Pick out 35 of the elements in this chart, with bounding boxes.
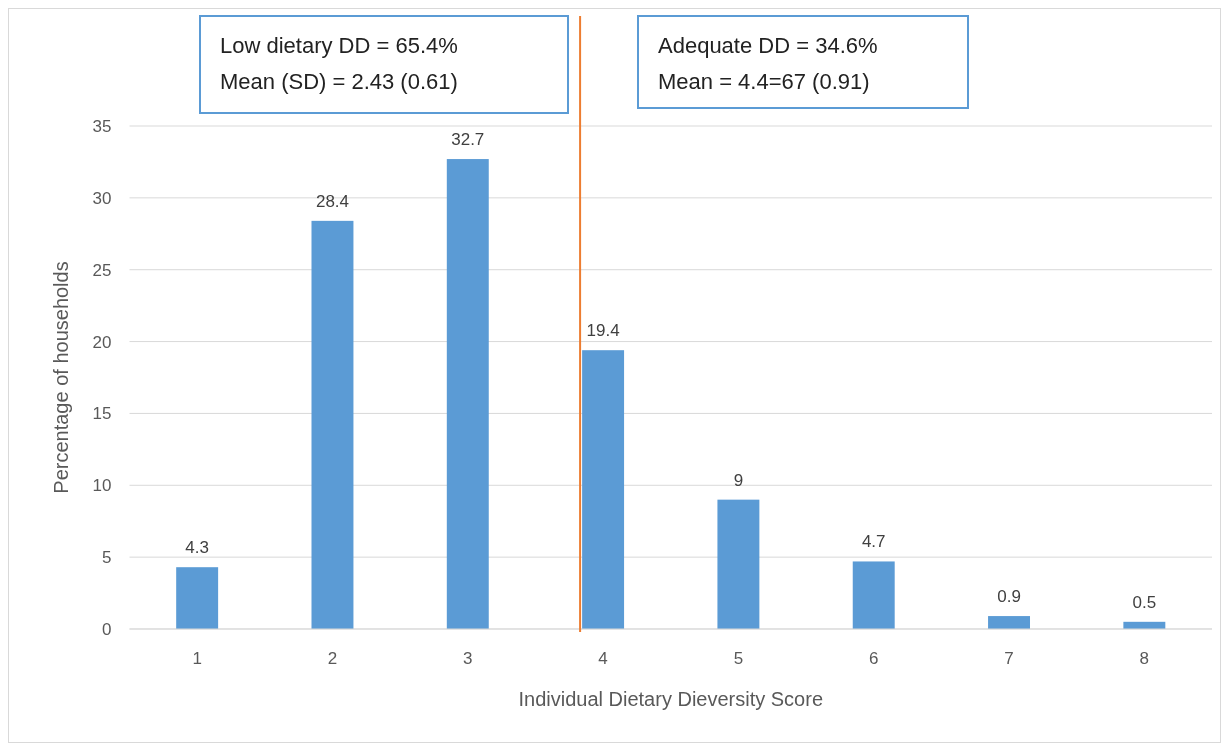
x-tick-label: 4 — [598, 649, 608, 668]
text: Adequate DD = 34.6% Mean = 4.4=67 (0.91) — [658, 33, 878, 94]
x-tick-label: 1 — [192, 649, 202, 668]
y-tick-label: 20 — [92, 332, 112, 352]
data-label: 19.4 — [586, 321, 620, 341]
bar — [852, 561, 895, 629]
x-tick-label: 8 — [1139, 649, 1150, 668]
y-tick-label: 15 — [92, 404, 112, 424]
x-tick-label: 5 — [733, 649, 744, 668]
data-label: 0.9 — [997, 587, 1021, 607]
y-tick-label: 25 — [92, 260, 112, 280]
y-tick-label: 5 — [102, 548, 112, 568]
x-tick-label: 2 — [327, 649, 338, 668]
bar — [311, 220, 354, 629]
bar — [717, 499, 760, 629]
bar — [582, 350, 625, 629]
data-label: 9 — [733, 470, 744, 490]
y-axis-title: Percentage of households — [50, 261, 72, 494]
x-tick-label: 3 — [463, 649, 473, 668]
text: Low dietary DD = 65.4% Mean (SD) = 2.43 (0.61) — [220, 33, 458, 94]
x-tick-label: 6 — [868, 649, 879, 668]
data-label: 28.4 — [315, 191, 350, 211]
data-label: 4.3 — [185, 538, 209, 558]
bar — [176, 567, 219, 629]
data-label: 4.7 — [861, 532, 886, 552]
data-label: 0.5 — [1132, 592, 1157, 612]
x-axis-title: Individual Dietary Dieversity Score — [518, 688, 824, 710]
data-label: 32.7 — [451, 130, 485, 150]
y-tick-label: 10 — [92, 476, 112, 496]
y-tick-label: 0 — [102, 620, 112, 639]
bar — [988, 616, 1030, 629]
y-tick-label: 35 — [92, 117, 112, 136]
x-tick-label: 7 — [1004, 649, 1014, 668]
y-tick-label: 30 — [92, 188, 112, 208]
bar — [446, 159, 489, 629]
